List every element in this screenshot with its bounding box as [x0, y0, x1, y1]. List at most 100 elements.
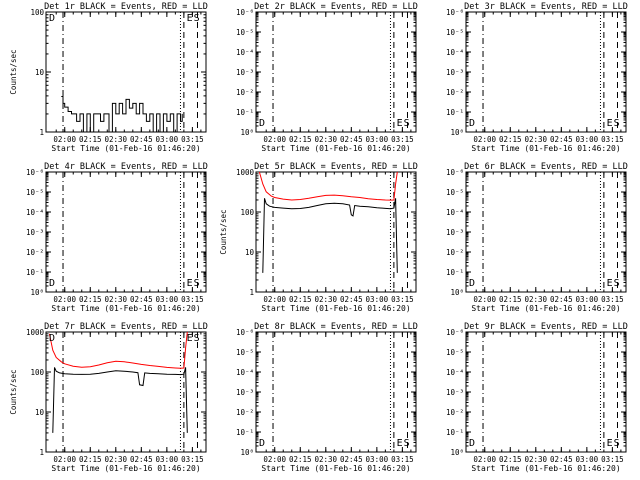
x-axis-label: Start Time (01-Feb-16 01:46:20)	[51, 464, 200, 473]
detector-panel-6: Det 6r BLACK = Events, RED = LLD 10⁰ 10⁻¹ 1…	[446, 162, 628, 313]
x-tick-label: 02:00	[473, 135, 496, 144]
lld-series-line	[258, 171, 398, 201]
corner-label-s: S	[194, 333, 200, 344]
plot-frame	[45, 331, 207, 453]
y-tick-label: 10⁻¹	[446, 428, 464, 437]
x-tick-label: 02:45	[130, 135, 153, 144]
plot-frame	[465, 171, 627, 293]
x-tick-label: 03:00	[366, 295, 389, 304]
y-axis-label: Counts/sec	[9, 369, 18, 414]
corner-label-s: S	[614, 118, 620, 129]
x-axis-label: Start Time (01-Feb-16 01:46:20)	[471, 464, 620, 473]
detector-panel-4: Det 4r BLACK = Events, RED = LLD 10⁰ 10⁻¹ 1…	[26, 162, 208, 313]
panel-title: Det 2r BLACK = Events, RED = LLD	[254, 2, 418, 12]
x-tick-label: 03:15	[181, 455, 204, 464]
y-tick-label: 10⁻¹	[446, 108, 464, 117]
detector-panel-5: Det 5r BLACK = Events, RED = LLD 1 10 100 10…	[219, 162, 418, 313]
corner-label-d: D	[469, 118, 475, 129]
x-tick-label: 03:15	[181, 295, 204, 304]
y-tick-label: 10⁻¹	[446, 268, 464, 277]
y-tick-label: 10⁻⁴	[446, 368, 464, 377]
x-tick-label: 02:15	[289, 295, 312, 304]
x-tick-label: 02:30	[524, 455, 547, 464]
x-tick-label: 02:15	[79, 455, 102, 464]
panel-title: Det 3r BLACK = Events, RED = LLD	[464, 2, 628, 12]
x-tick-label: 02:00	[473, 455, 496, 464]
panel-title: Det 6r BLACK = Events, RED = LLD	[464, 162, 628, 172]
y-tick-label: 10⁻¹	[236, 108, 254, 117]
y-tick-label: 10⁻⁴	[446, 208, 464, 217]
x-tick-label: 03:00	[576, 135, 599, 144]
detector-panel-9: Det 9r BLACK = Events, RED = LLD 10⁰ 10⁻¹ 1…	[446, 322, 628, 473]
x-tick-label: 03:00	[156, 135, 179, 144]
x-tick-label: 02:15	[289, 135, 312, 144]
y-tick-label: 10	[35, 68, 45, 77]
corner-label-s: S	[614, 438, 620, 449]
y-tick-label: 10⁻¹	[26, 268, 44, 277]
y-tick-label: 10⁻⁶	[236, 8, 254, 17]
corner-label-e: E	[187, 333, 193, 344]
detector-panel-8: Det 8r BLACK = Events, RED = LLD 10⁰ 10⁻¹ 1…	[236, 322, 418, 473]
corner-label-s: S	[404, 118, 410, 129]
detector-panel-3: Det 3r BLACK = Events, RED = LLD 10⁰ 10⁻¹ 1…	[446, 2, 628, 153]
panel-title: Det 5r BLACK = Events, RED = LLD	[254, 162, 418, 172]
x-tick-label: 02:15	[79, 135, 102, 144]
y-tick-label: 10⁻⁴	[26, 208, 44, 217]
y-tick-label: 10⁰	[240, 128, 254, 137]
y-tick-label: 10⁻⁵	[236, 28, 254, 37]
corner-label-s: S	[194, 13, 200, 24]
y-tick-label: 10⁻⁶	[446, 8, 464, 17]
x-axis-label: Start Time (01-Feb-16 01:46:20)	[471, 144, 620, 153]
y-tick-label: 10⁻⁵	[236, 348, 254, 357]
y-tick-label: 10⁻⁵	[446, 348, 464, 357]
corner-label-s: S	[194, 278, 200, 289]
y-tick-label: 10⁻⁶	[446, 328, 464, 337]
corner-label-s: S	[614, 278, 620, 289]
x-tick-label: 02:00	[53, 295, 76, 304]
y-tick-label: 10⁰	[30, 288, 44, 297]
y-tick-label: 1	[249, 288, 254, 297]
y-tick-label: 10⁻³	[26, 228, 44, 237]
y-tick-label: 10⁻⁶	[26, 168, 44, 177]
y-tick-label: 100	[240, 208, 254, 217]
x-tick-label: 02:15	[499, 455, 522, 464]
lld-series-line	[48, 331, 188, 369]
y-tick-label: 10	[35, 408, 45, 417]
x-axis-label: Start Time (01-Feb-16 01:46:20)	[471, 304, 620, 313]
y-axis-label: Counts/sec	[219, 209, 228, 254]
y-tick-label: 10⁻³	[236, 68, 254, 77]
corner-label-d: D	[259, 438, 265, 449]
y-tick-label: 10⁻³	[446, 68, 464, 77]
events-series-line	[52, 367, 188, 433]
x-tick-label: 02:30	[104, 295, 127, 304]
x-tick-label: 02:45	[130, 455, 153, 464]
x-tick-label: 03:00	[366, 455, 389, 464]
y-tick-label: 10⁰	[450, 288, 464, 297]
x-axis-label: Start Time (01-Feb-16 01:46:20)	[51, 304, 200, 313]
panel-title: Det 9r BLACK = Events, RED = LLD	[464, 322, 628, 332]
y-axis-label: Counts/sec	[9, 49, 18, 94]
x-tick-label: 02:00	[53, 455, 76, 464]
x-tick-label: 03:00	[156, 295, 179, 304]
y-tick-label: 10⁻⁴	[446, 48, 464, 57]
y-tick-label: 10⁻¹	[236, 428, 254, 437]
y-tick-label: 10⁰	[450, 128, 464, 137]
detector-panel-7: Det 7r BLACK = Events, RED = LLD 1 10 100 10…	[9, 322, 208, 473]
x-tick-label: 02:00	[53, 135, 76, 144]
corner-label-e: E	[187, 278, 193, 289]
y-tick-label: 10⁻²	[236, 408, 254, 417]
plot-frame	[45, 171, 207, 293]
y-tick-label: 10⁻²	[26, 248, 44, 257]
detector-panel-1: Det 1r BLACK = Events, RED = LLD 1 10 100 02…	[9, 2, 208, 153]
plot-frame	[465, 331, 627, 453]
corner-label-d: D	[259, 118, 265, 129]
x-tick-label: 03:00	[156, 455, 179, 464]
y-tick-label: 10⁻²	[446, 408, 464, 417]
corner-label-e: E	[397, 438, 403, 449]
y-tick-label: 10⁻²	[236, 88, 254, 97]
x-axis-label: Start Time (01-Feb-16 01:46:20)	[261, 464, 410, 473]
panel-title: Det 7r BLACK = Events, RED = LLD	[44, 322, 208, 332]
y-tick-label: 10⁰	[240, 448, 254, 457]
plot-frame	[255, 171, 417, 293]
x-tick-label: 02:45	[340, 135, 363, 144]
